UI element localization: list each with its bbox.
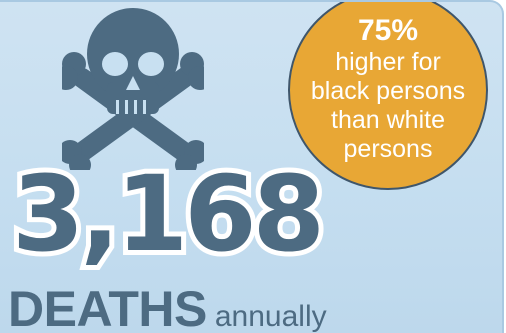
skull-and-crossbones-icon	[62, 8, 204, 170]
death-caption: DEATHS annually	[8, 280, 327, 333]
death-count: 3,168	[7, 153, 330, 275]
badge-line: higher for	[335, 48, 441, 76]
badge-line: persons	[343, 135, 433, 163]
badge-percent: 75%	[357, 14, 419, 47]
badge-line: than white	[331, 106, 445, 134]
deaths-label: DEATHS	[8, 281, 207, 333]
badge-line: black persons	[310, 77, 466, 105]
comparison-badge: 75% higher for black persons than white …	[288, 2, 488, 190]
period-label: annually	[214, 300, 327, 333]
